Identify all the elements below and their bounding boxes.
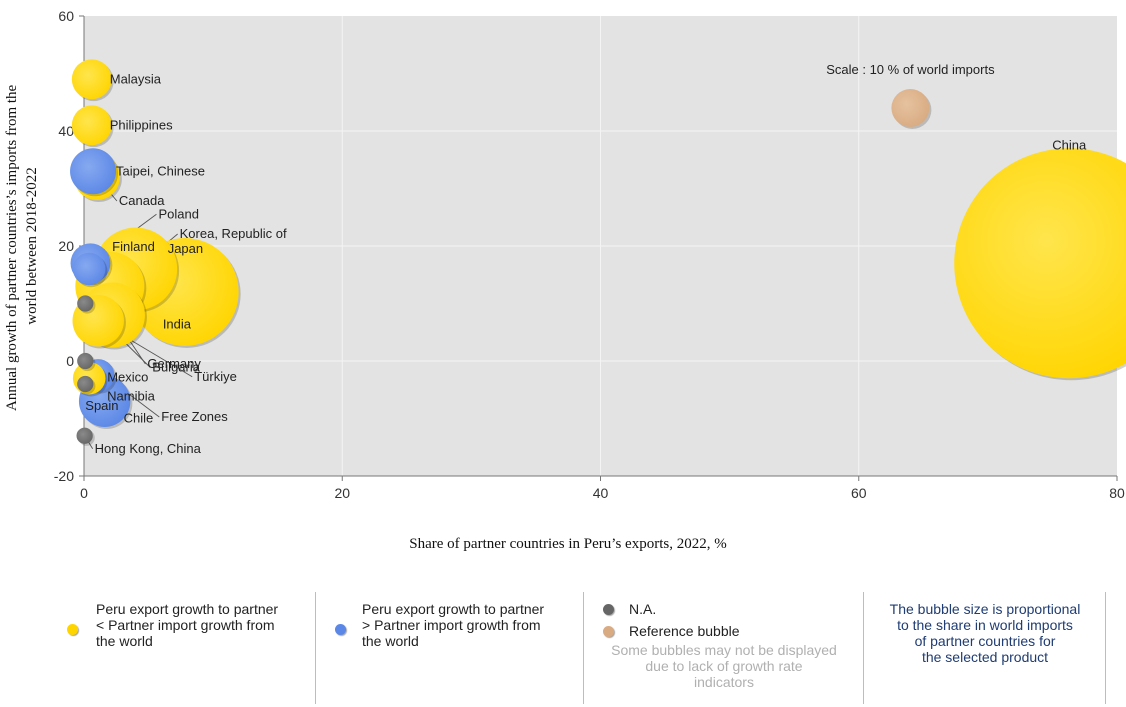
bubble-malaysia[interactable] <box>71 59 112 100</box>
y-tick-label: -20 <box>54 468 74 484</box>
x-tick-label: 80 <box>1109 485 1125 501</box>
gray-dot-icon <box>603 604 614 615</box>
bubble-taipei-chinese[interactable] <box>70 148 117 195</box>
label-taipei-chinese: Taipei, Chinese <box>116 163 205 178</box>
legend-blue: Peru export growth to partner > Partner … <box>316 592 584 704</box>
legend-blue-line-1: Peru export growth to partner <box>362 601 545 617</box>
legend-size: The bubble size is proportional to the s… <box>864 592 1106 704</box>
x-tick-label: 20 <box>334 485 350 501</box>
y-axis-title-line-2: world between 2018-2022 <box>24 167 40 324</box>
legend-na: N.A. Reference bubble Some bubbles may n… <box>584 592 864 704</box>
y-tick-label: 0 <box>66 353 74 369</box>
legend-note-line-1: Some bubbles may not be displayed <box>611 642 837 658</box>
bubble-finland[interactable] <box>72 252 106 286</box>
legend-size-text: The bubble size is proportional to the s… <box>868 601 1102 665</box>
legend-yellow-line-2: < Partner import growth from <box>96 617 275 633</box>
reference-bubble-label: Scale : 10 % of world imports <box>826 62 995 77</box>
legend-blue-text: Peru export growth to partner > Partner … <box>362 601 544 649</box>
label-mexico: Mexico <box>107 369 148 384</box>
label-china: China <box>1052 137 1087 152</box>
reference-bubble[interactable] <box>891 89 930 127</box>
label-poland: Poland <box>158 206 198 221</box>
y-tick-label: 60 <box>58 8 74 24</box>
x-tick-label: 60 <box>851 485 867 501</box>
bubble-hong-kong-china[interactable] <box>76 427 93 444</box>
bubble-free-zones[interactable] <box>77 352 94 370</box>
y-axis-title-line-1: Annual growth of partner countries’s imp… <box>4 84 20 411</box>
label-finland: Finland <box>112 239 155 254</box>
legend-na-label: N.A. <box>629 601 657 617</box>
legend-size-line-3: of partner countries for <box>914 633 1056 649</box>
label-germany: Germany <box>147 356 201 371</box>
x-tick-label: 40 <box>593 485 609 501</box>
label-bulgaria: Bulgaria <box>152 360 200 375</box>
bubble-spain[interactable] <box>77 375 94 393</box>
y-tick-label: 20 <box>58 238 74 254</box>
legend-size-line-1: The bubble size is proportional <box>889 601 1081 617</box>
legend-note-line-3: indicators <box>694 674 754 690</box>
label-malaysia: Malaysia <box>110 71 162 86</box>
bubble-china[interactable] <box>954 148 1126 379</box>
label-philippines: Philippines <box>110 117 173 132</box>
legend-yellow-line-3: the world <box>96 633 153 649</box>
grid-lines <box>84 16 1117 476</box>
label-canada: Canada <box>119 193 165 208</box>
label-namibia: Namibia <box>107 388 155 403</box>
legend: Peru export growth to partner < Partner … <box>50 592 1110 704</box>
legend-yellow-line-1: Peru export growth to partner <box>96 601 279 617</box>
legend-reference-label: Reference bubble <box>629 623 740 639</box>
bubble-bulgaria[interactable] <box>77 295 94 312</box>
legend-size-line-2: to the share in world imports <box>897 617 1073 633</box>
blue-dot-icon <box>335 624 346 635</box>
legend-yellow-text: Peru export growth to partner < Partner … <box>96 601 278 649</box>
label-japan: Japan <box>168 241 203 256</box>
legend-note-line-2: due to lack of growth rate <box>645 658 803 674</box>
y-axis-title: Annual growth of partner countries’s imp… <box>4 81 40 411</box>
bubbles <box>70 59 1126 446</box>
x-tick-label: 0 <box>80 485 88 501</box>
label-free-zones: Free Zones <box>161 409 228 424</box>
legend-blue-line-2: > Partner import growth from <box>362 617 541 633</box>
legend-size-line-4: the selected product <box>921 649 1049 665</box>
label-korea-republic-of: Korea, Republic of <box>180 226 287 241</box>
legend-blue-line-3: the world <box>362 633 419 649</box>
label-india: India <box>163 316 192 331</box>
yellow-dot-icon <box>67 624 78 635</box>
reference-dot-icon <box>603 626 614 637</box>
label-chile: Chile <box>124 410 154 425</box>
label-spain: Spain <box>85 398 118 413</box>
x-axis-title: Share of partner countries in Peru’s exp… <box>409 536 726 552</box>
legend-yellow: Peru export growth to partner < Partner … <box>50 592 316 704</box>
bubble-philippines[interactable] <box>71 105 112 146</box>
y-tick-label: 40 <box>58 123 74 139</box>
label-hong-kong-china: Hong Kong, China <box>95 441 202 456</box>
legend-note: Some bubbles may not be displayed due to… <box>588 642 860 690</box>
label-t-rkiye: Türkiye <box>194 369 237 384</box>
